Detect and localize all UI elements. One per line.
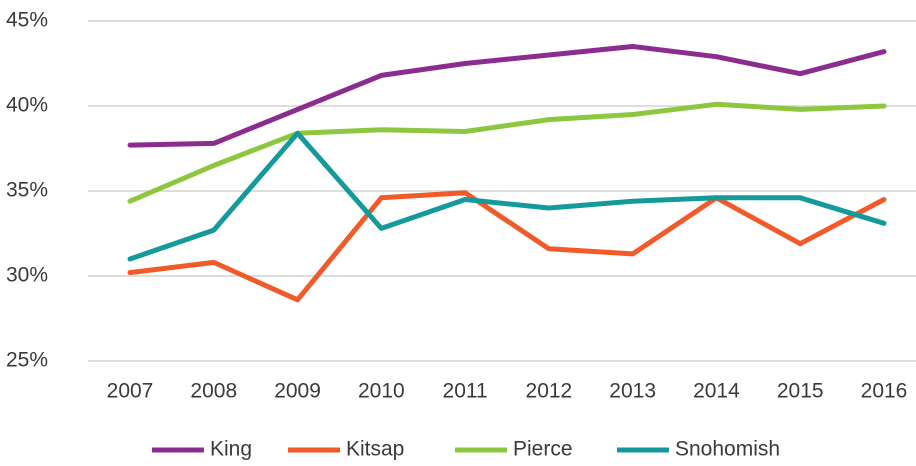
y-tick-label: 45% xyxy=(6,9,48,32)
x-tick-label: 2015 xyxy=(777,380,824,403)
legend-label: King xyxy=(210,438,252,461)
series-line xyxy=(127,190,887,303)
x-tick-label: 2011 xyxy=(443,380,488,403)
x-tick-label: 2008 xyxy=(190,380,237,403)
y-tick-label: 35% xyxy=(6,179,48,202)
legend-label: Pierce xyxy=(513,438,573,461)
x-tick-label: 2012 xyxy=(526,380,573,403)
y-tick-label: 25% xyxy=(6,349,48,372)
x-tick-label: 2016 xyxy=(861,380,908,403)
x-tick-label: 2013 xyxy=(609,380,656,403)
series-line xyxy=(127,101,887,204)
x-tick-label: 2007 xyxy=(107,380,154,403)
legend-label: Kitsap xyxy=(346,438,404,461)
legend-label: Snohomish xyxy=(675,438,780,461)
x-tick-label: 2010 xyxy=(358,380,405,403)
y-tick-label: 30% xyxy=(6,264,48,287)
series-line xyxy=(127,44,887,148)
series-line xyxy=(127,130,887,262)
y-tick-label: 40% xyxy=(6,94,48,117)
x-tick-label: 2014 xyxy=(693,380,740,403)
x-tick-label: 2009 xyxy=(274,380,321,403)
